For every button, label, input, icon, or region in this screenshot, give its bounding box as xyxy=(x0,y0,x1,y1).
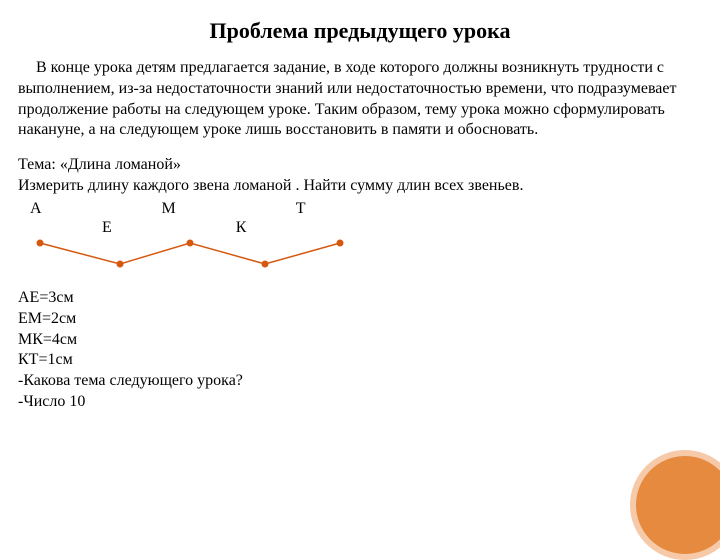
polyline-vertex xyxy=(262,261,269,268)
labels-bottom: Е К xyxy=(18,218,700,237)
task-line: Измерить длину каждого звена ломаной . Н… xyxy=(18,176,700,197)
polyline-vertex xyxy=(337,240,344,247)
decorative-circle xyxy=(630,450,720,560)
polyline-diagram xyxy=(20,237,360,271)
intro-paragraph: В конце урока детям предлагается задание… xyxy=(18,58,700,141)
labels-top: А М Т xyxy=(18,199,700,218)
page-title: Проблема предыдущего урока xyxy=(0,0,720,58)
polyline-vertex xyxy=(117,261,124,268)
slide-content: В конце урока детям предлагается задание… xyxy=(0,58,720,413)
measurement-list: АЕ=3смЕМ=2смМК=4смКТ=1см xyxy=(18,288,700,371)
measurement-item: АЕ=3см xyxy=(18,288,700,309)
topic-line: Тема: «Длина ломаной» xyxy=(18,155,700,176)
question-2: -Число 10 xyxy=(18,392,700,413)
measurement-item: МК=4см xyxy=(18,330,700,351)
measurement-item: КТ=1см xyxy=(18,350,700,371)
polyline-vertex xyxy=(37,240,44,247)
polyline-vertex xyxy=(187,240,194,247)
question-1: -Какова тема следующего урока? xyxy=(18,371,700,392)
measurement-item: ЕМ=2см xyxy=(18,309,700,330)
